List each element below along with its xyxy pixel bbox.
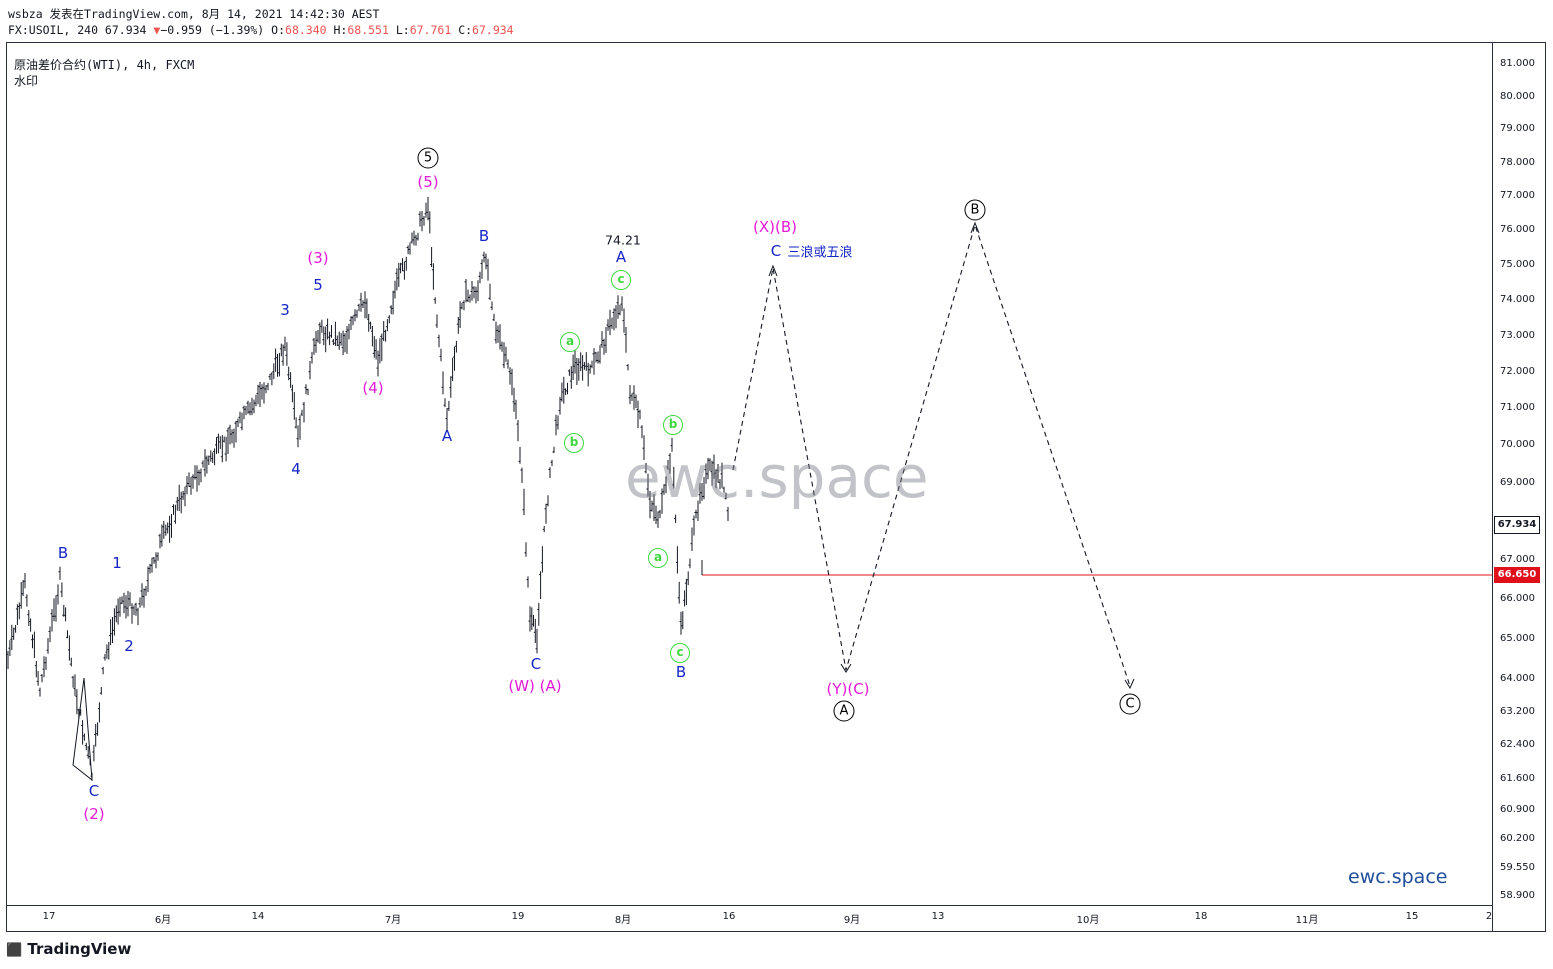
time-tick: 16 — [722, 911, 736, 922]
time-tick: 14 — [251, 911, 265, 922]
price-tick: 61.600 — [1500, 773, 1535, 784]
wave-3: 3 — [280, 301, 290, 319]
wave-a-circled: A — [833, 700, 855, 722]
price-tick: 74.000 — [1500, 294, 1535, 305]
price-tick: 64.000 — [1500, 673, 1535, 684]
time-axis-divider — [6, 905, 1492, 906]
wave-c-circled: C — [1119, 693, 1141, 715]
tradingview-logo-icon: ⬛ — [6, 943, 23, 958]
price-tick: 75.000 — [1500, 259, 1535, 270]
projection-path — [732, 223, 1131, 687]
time-tick: 18 — [1194, 911, 1208, 922]
wave-b-circled: B — [964, 199, 986, 221]
wave-c-note: 三浪或五浪 — [787, 245, 853, 261]
last-price-tag: 67.934 — [1494, 516, 1540, 534]
open-value: 68.340 — [285, 23, 327, 37]
wave-2: 2 — [124, 637, 134, 655]
price-tick: 73.000 — [1500, 330, 1535, 341]
time-tick: 15 — [1405, 911, 1419, 922]
down-arrow-icon: ▼ — [153, 23, 161, 37]
wave-5: 5 — [313, 276, 323, 294]
price-tick: 67.000 — [1500, 554, 1535, 565]
low-value: 67.761 — [409, 23, 452, 37]
time-tick: 9月 — [843, 915, 861, 926]
wave-b-left: B — [57, 544, 69, 562]
price-tick: 77.000 — [1500, 190, 1535, 201]
price-tick: 69.000 — [1500, 477, 1535, 488]
wave-c-projection: C — [770, 242, 782, 260]
watermark-legend[interactable]: 水印 — [14, 74, 39, 88]
time-tick: 6月 — [154, 915, 172, 926]
close-value: 67.934 — [472, 23, 514, 37]
price-tick: 66.000 — [1500, 593, 1535, 604]
subwave-b-top: b — [564, 433, 584, 453]
price-tick: 70.000 — [1500, 439, 1535, 450]
wave-b-mid: B — [478, 227, 490, 245]
change-value: −0.959 (−1.39%) — [160, 23, 265, 37]
high-value: 68.551 — [347, 23, 389, 37]
price-tick: 60.900 — [1500, 804, 1535, 815]
subwave-b-right: b — [663, 415, 683, 435]
level-price-tag: 66.650 — [1494, 567, 1540, 583]
time-tick: 10月 — [1076, 915, 1100, 926]
time-tick: 8月 — [614, 915, 632, 926]
price-tick: 76.000 — [1500, 224, 1535, 235]
triangle-pattern — [72, 677, 93, 782]
wave-c-left: C — [88, 782, 100, 800]
candle-bars — [6, 196, 729, 781]
price-tick: 80.000 — [1500, 91, 1535, 102]
tradingview-logo[interactable]: ⬛ TradingView — [6, 940, 132, 958]
series-legend[interactable]: 原油差价合约(WTI), 4h, FXCM — [14, 58, 195, 72]
price-tick: 72.000 — [1500, 366, 1535, 377]
wave-5-circled: 5 — [417, 147, 439, 169]
time-tick: 2 — [1485, 911, 1493, 922]
time-tick: 19 — [511, 911, 525, 922]
wave-2-paren: (2) — [83, 805, 105, 823]
wave-a-right: A — [615, 248, 627, 266]
wave-3-paren: (3) — [307, 249, 329, 267]
wave-a-mid: A — [441, 427, 453, 445]
center-watermark: ewc.space — [625, 443, 929, 511]
symbol-label: FX:USOIL, 240 67.934 — [8, 23, 147, 37]
wave-w-a: (W) (A) — [508, 677, 562, 695]
time-tick: 17 — [42, 911, 56, 922]
wave-5-paren: (5) — [417, 173, 439, 191]
wave-4: 4 — [291, 460, 301, 478]
price-tick: 79.000 — [1500, 123, 1535, 134]
time-tick: 11月 — [1295, 915, 1319, 926]
publish-info: wsbza 发表在TradingView.com, 8月 14, 2021 14… — [8, 7, 380, 21]
price-tick: 60.200 — [1500, 833, 1535, 844]
subwave-a-top: a — [560, 332, 580, 352]
subwave-c-right: c — [670, 643, 690, 663]
brand-watermark: ewc.space — [1348, 866, 1448, 888]
price-axis-divider — [1492, 42, 1493, 932]
wave-x-b: (X)(B) — [753, 218, 797, 236]
price-tick: 59.550 — [1500, 862, 1535, 873]
wave-1: 1 — [112, 554, 122, 572]
subwave-a-right: a — [648, 548, 668, 568]
chart-frame[interactable] — [6, 42, 1546, 932]
time-tick: 13 — [931, 911, 945, 922]
price-high-label: 74.21 — [605, 232, 641, 248]
subwave-c-top: c — [611, 270, 631, 290]
price-tick: 63.200 — [1500, 706, 1535, 717]
price-tick: 58.900 — [1500, 890, 1535, 901]
wave-b-right: B — [675, 663, 687, 681]
price-tick: 78.000 — [1500, 157, 1535, 168]
price-tick: 81.000 — [1500, 58, 1535, 69]
price-tick: 62.400 — [1500, 739, 1535, 750]
wave-4-paren: (4) — [362, 379, 384, 397]
symbol-ohlc-bar: FX:USOIL, 240 67.934 ▼−0.959 (−1.39%) O:… — [8, 23, 514, 37]
price-tick: 71.000 — [1500, 402, 1535, 413]
time-tick: 7月 — [384, 915, 402, 926]
wave-c-mid: C — [530, 655, 542, 673]
wave-y-c: (Y)(C) — [826, 680, 870, 698]
price-tick: 65.000 — [1500, 633, 1535, 644]
